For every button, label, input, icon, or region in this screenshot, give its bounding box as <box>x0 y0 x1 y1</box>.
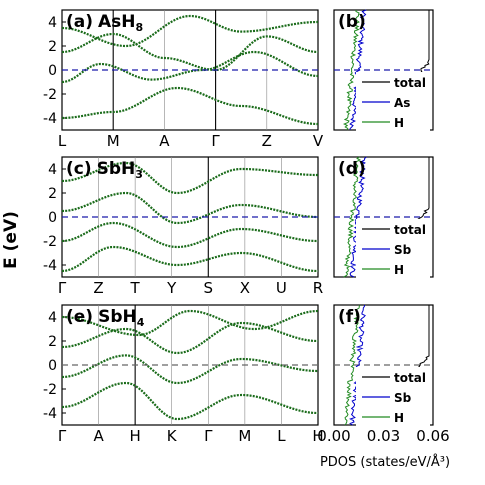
band-line <box>61 32 319 72</box>
pdos-element-line <box>349 9 367 131</box>
band-line <box>61 381 319 421</box>
band-line <box>61 221 319 249</box>
pdos-panel-2: (f) total Sb H <box>333 304 434 427</box>
k-label: V <box>313 132 324 150</box>
k-label: S <box>204 279 214 297</box>
panel-letter: (e) <box>66 307 93 327</box>
k-label: X <box>240 279 250 297</box>
pdos-x-tick-label: 0.00 <box>317 427 350 445</box>
panel-title: (c) SbH3 <box>66 159 143 181</box>
k-label: K <box>167 427 178 445</box>
k-label: Γ <box>58 279 67 297</box>
k-label: A <box>159 132 170 150</box>
pdos-h-line <box>344 304 361 426</box>
band-line <box>61 14 319 48</box>
pdos-panel-0: (b) total As H <box>333 9 434 132</box>
y-axis-label: E (eV) <box>1 211 21 269</box>
band-line <box>61 50 319 84</box>
y-tick-label: -4 <box>43 111 57 127</box>
legend-label: H <box>394 411 404 425</box>
y-tick-label: -4 <box>43 406 57 422</box>
pdos-x-axis: 0.00 0.03 0.06 PDOS (states/eV/Å³) <box>317 427 450 470</box>
compound-subscript: 8 <box>136 21 144 34</box>
y-tick-label: -4 <box>43 258 57 274</box>
band-panel-1: 4 2 0 -2 -4Γ Z T Y S X U R (c) SbH3 <box>43 156 323 297</box>
legend-label: total <box>394 223 426 237</box>
y-tick-label: 2 <box>48 39 57 55</box>
band-line <box>61 86 319 126</box>
pdos-element-line <box>349 156 367 278</box>
k-label: A <box>93 427 104 445</box>
y-tick-label: 2 <box>48 334 57 350</box>
k-label: R <box>313 279 323 297</box>
k-label: T <box>130 279 141 297</box>
k-label: H <box>130 427 141 445</box>
panel-letter: (c) <box>66 159 92 179</box>
panel-letter: (a) <box>66 12 93 32</box>
compound-name: AsH <box>98 12 136 32</box>
k-label: M <box>238 427 251 445</box>
pdos-x-axis-label: PDOS (states/eV/Å³) <box>320 454 450 470</box>
band-line <box>61 309 319 337</box>
y-tick-label: 0 <box>48 210 57 226</box>
y-tick-label: 2 <box>48 186 57 202</box>
k-label: L <box>58 132 67 150</box>
k-label: U <box>276 279 287 297</box>
k-label: Z <box>93 279 103 297</box>
pdos-x-tick-label: 0.06 <box>416 427 449 445</box>
pdos-x-tick-label: 0.03 <box>367 427 400 445</box>
legend-label: H <box>394 263 404 277</box>
k-label: Y <box>166 279 177 297</box>
panel-title: (e) SbH4 <box>66 307 145 329</box>
k-label: Γ <box>204 427 213 445</box>
band-line <box>61 191 319 225</box>
y-tick-label: 0 <box>48 63 57 79</box>
k-label: Z <box>262 132 272 150</box>
pdos-h-line <box>343 156 362 278</box>
legend-label: total <box>394 371 426 385</box>
legend-label: H <box>394 116 404 130</box>
y-tick-label: 4 <box>48 310 57 326</box>
pdos-panel-1: (d) total Sb H <box>333 156 434 279</box>
k-label: Γ <box>211 132 220 150</box>
legend-label: Sb <box>394 391 412 405</box>
k-label: H <box>312 427 323 445</box>
band-line <box>61 161 319 195</box>
k-label: L <box>277 427 286 445</box>
y-tick-label: -2 <box>43 87 57 103</box>
legend-label: Sb <box>394 243 412 257</box>
pdos-panel-letter: (d) <box>338 159 366 179</box>
compound-name: SbH <box>98 307 137 327</box>
y-tick-label: -2 <box>43 234 57 250</box>
band-line <box>61 354 319 385</box>
panel-title: (a) AsH8 <box>66 12 143 34</box>
band-panel-0: 4 2 0 -2 -4L M A Γ Z V (a) AsH8 <box>43 9 324 150</box>
y-tick-label: -2 <box>43 382 57 398</box>
pdos-element-line <box>349 304 366 426</box>
k-label: M <box>107 132 120 150</box>
y-tick-label: 0 <box>48 358 57 374</box>
k-label: Γ <box>58 427 67 445</box>
pdos-panel-letter: (b) <box>338 12 366 32</box>
band-panel-2: 420-2-4Γ A H K Γ M L H(e) SbH4 <box>43 304 324 445</box>
band-line <box>61 245 319 273</box>
y-tick-label: 4 <box>48 15 57 31</box>
pdos-h-line <box>343 9 360 131</box>
compound-subscript: 3 <box>135 168 143 181</box>
legend-label: total <box>394 76 426 90</box>
pdos-panel-letter: (f) <box>338 307 361 327</box>
compound-name: SbH <box>97 159 136 179</box>
legend-label: As <box>394 96 410 110</box>
band-line <box>61 321 319 355</box>
compound-subscript: 4 <box>137 316 145 329</box>
y-tick-label: 4 <box>48 162 57 178</box>
